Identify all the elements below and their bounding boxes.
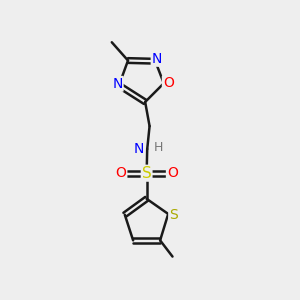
Text: H: H — [154, 141, 163, 154]
Text: S: S — [169, 208, 178, 221]
Text: O: O — [167, 166, 178, 180]
Text: S: S — [142, 166, 152, 181]
Text: O: O — [163, 76, 174, 90]
Text: O: O — [116, 166, 126, 180]
Text: N: N — [112, 77, 123, 91]
Text: N: N — [133, 142, 144, 156]
Text: N: N — [152, 52, 162, 66]
